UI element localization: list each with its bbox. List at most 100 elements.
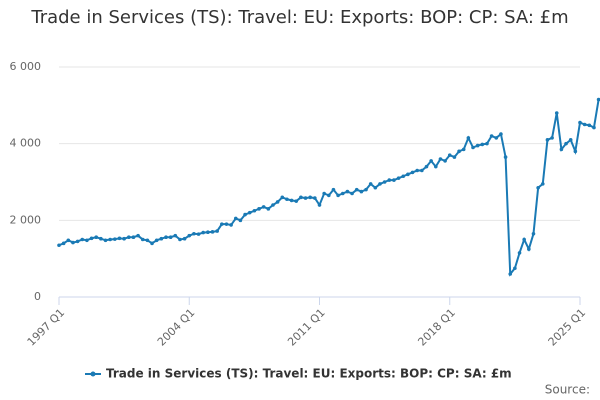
point	[266, 207, 271, 211]
point	[271, 203, 275, 207]
point	[582, 122, 587, 127]
point	[275, 200, 280, 204]
y-tick-label: 4 000	[10, 137, 42, 150]
point	[592, 125, 596, 130]
point	[587, 123, 592, 128]
point	[331, 187, 336, 192]
series-line	[58, 99, 600, 277]
point	[378, 182, 382, 186]
point	[327, 193, 331, 198]
point	[336, 193, 340, 198]
point	[466, 136, 471, 140]
point	[247, 210, 252, 215]
point	[210, 230, 215, 234]
point	[527, 247, 531, 251]
point	[322, 191, 326, 196]
point	[443, 159, 447, 163]
point	[475, 143, 480, 148]
point	[289, 198, 294, 203]
point	[540, 182, 545, 186]
point	[373, 185, 378, 190]
point	[354, 187, 359, 192]
point	[452, 155, 457, 159]
point	[206, 230, 210, 235]
point	[536, 185, 540, 190]
point	[229, 223, 233, 227]
point	[122, 236, 126, 241]
point	[420, 168, 424, 173]
point	[415, 168, 419, 173]
point	[252, 208, 257, 213]
point	[368, 182, 373, 186]
point	[75, 239, 80, 244]
x-tick-label: 2025 Q1	[546, 306, 589, 349]
point	[387, 178, 392, 182]
point	[243, 212, 247, 217]
y-tick-label: 6 000	[10, 60, 42, 73]
point	[568, 138, 573, 142]
point	[94, 235, 99, 239]
point	[71, 240, 75, 245]
point	[117, 236, 122, 241]
point	[80, 237, 85, 242]
point	[261, 205, 266, 209]
point	[359, 189, 364, 194]
point	[433, 164, 438, 169]
point	[550, 136, 554, 140]
point	[99, 236, 103, 241]
point	[145, 238, 150, 243]
point	[126, 235, 131, 239]
point	[382, 180, 387, 184]
point	[113, 237, 117, 241]
point	[429, 159, 433, 163]
point	[285, 197, 289, 202]
source: Source:	[545, 383, 590, 397]
point	[224, 222, 229, 226]
point	[173, 233, 178, 238]
point	[61, 241, 66, 246]
point	[596, 97, 600, 102]
point	[159, 236, 164, 241]
legend-label: Trade in Services (TS): Travel: EU: Expo…	[106, 367, 512, 381]
point	[480, 142, 485, 147]
point	[489, 134, 494, 138]
point	[257, 207, 261, 211]
point	[136, 233, 140, 238]
point	[345, 189, 350, 194]
point	[66, 238, 71, 243]
point	[499, 132, 503, 136]
point	[201, 230, 206, 235]
point	[457, 149, 461, 154]
point	[513, 266, 517, 271]
y-tick-label: 0	[34, 290, 41, 303]
point	[317, 203, 322, 207]
point	[522, 237, 526, 242]
point	[401, 174, 406, 179]
point	[494, 136, 499, 140]
point	[192, 231, 196, 236]
x-tick-label: 2004 Q1	[155, 306, 198, 349]
point	[220, 222, 224, 226]
legend-marker	[90, 371, 96, 377]
point	[280, 195, 285, 200]
point	[396, 176, 401, 180]
x-tick-label: 1997 Q1	[25, 306, 68, 349]
point	[313, 196, 317, 200]
point	[238, 218, 243, 223]
point	[303, 196, 308, 200]
point	[182, 236, 187, 241]
point	[308, 195, 312, 200]
point	[89, 236, 94, 241]
point	[424, 164, 429, 169]
point	[392, 178, 396, 182]
point	[461, 147, 466, 152]
point	[154, 238, 159, 243]
point	[131, 235, 136, 239]
point	[299, 195, 303, 200]
point	[364, 187, 368, 192]
point	[164, 235, 168, 239]
point	[564, 141, 568, 146]
chart-title: Trade in Services (TS): Travel: EU: Expo…	[31, 7, 569, 28]
